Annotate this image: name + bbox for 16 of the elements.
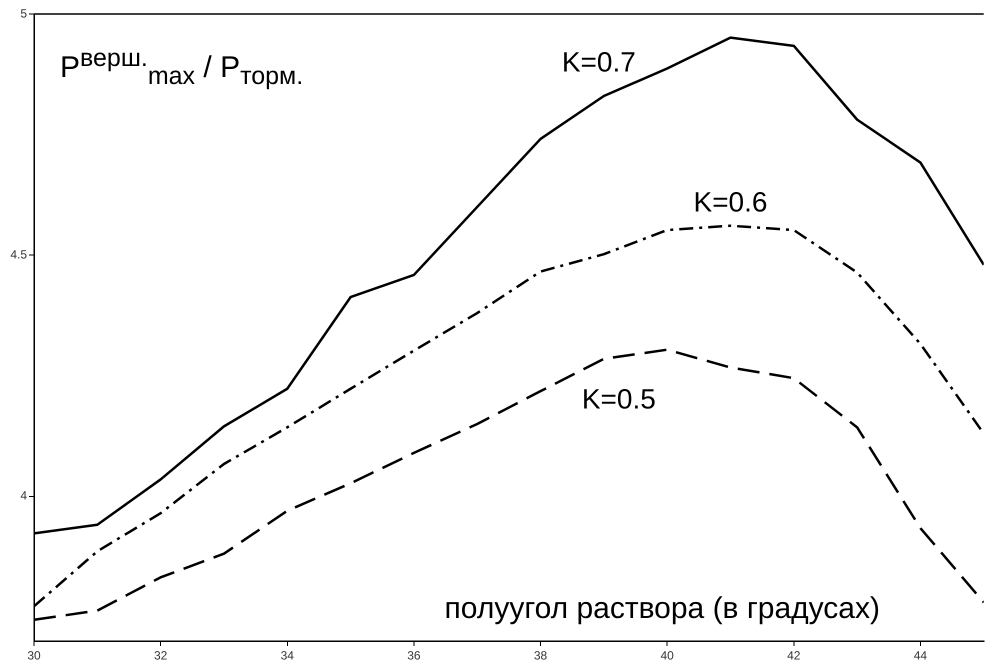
series-label: K=0.5 xyxy=(582,384,656,415)
x-tick-label: 34 xyxy=(280,648,294,663)
y-axis-title: P$^{верш.}$$_{max}$ / P$_{торм.}$ xyxy=(60,43,304,92)
x-axis-title: полуугол раствора (в градусах) xyxy=(444,592,880,626)
x-tick-label: 38 xyxy=(534,648,548,663)
series-label: K=0.6 xyxy=(694,186,768,218)
x-tick-label: 32 xyxy=(154,648,168,663)
x-tick-label: 40 xyxy=(660,648,674,663)
x-tick-label: 44 xyxy=(914,648,928,663)
y-tick-label: 4.5 xyxy=(10,247,28,262)
x-tick-label: 36 xyxy=(407,648,421,663)
y-tick-label: 4 xyxy=(20,488,28,503)
x-tick-label: 30 xyxy=(27,648,41,663)
x-tick-label: 42 xyxy=(787,648,801,663)
y-tick-label: 5 xyxy=(20,6,28,20)
series-label: K=0.7 xyxy=(562,46,636,78)
